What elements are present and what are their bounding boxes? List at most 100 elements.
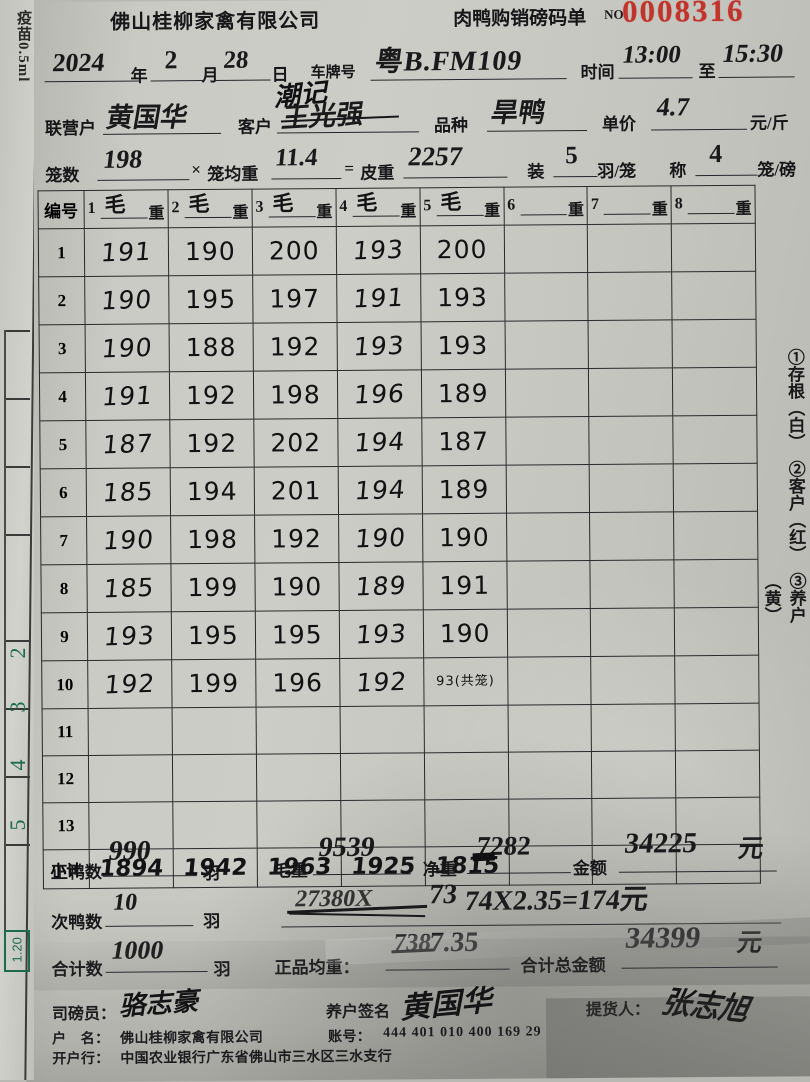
weight-cell[interactable]: 189	[338, 561, 423, 611]
weight-cell[interactable]	[505, 464, 590, 514]
weight-cell[interactable]	[588, 367, 673, 417]
weight-cell[interactable]: 187	[421, 417, 506, 466]
weight-cell[interactable]	[674, 559, 759, 608]
weight-cell[interactable]: 199	[170, 563, 256, 612]
weight-cell[interactable]: 189	[421, 465, 507, 514]
weight-cell[interactable]	[424, 752, 509, 800]
weight-cell[interactable]	[507, 704, 592, 753]
weight-cell[interactable]: 193	[336, 225, 421, 275]
weight-cell[interactable]: 190	[422, 609, 508, 658]
weight-cell[interactable]: 193	[420, 273, 505, 322]
weight-cell[interactable]	[339, 705, 425, 754]
weight-cell[interactable]	[587, 223, 672, 273]
weight-cell[interactable]	[588, 271, 673, 321]
weight-cell[interactable]	[591, 703, 676, 752]
weight-cell[interactable]: 194	[170, 467, 255, 516]
weight-cell[interactable]: 194	[337, 417, 422, 467]
weight-cell[interactable]	[673, 463, 758, 512]
weight-cell[interactable]	[589, 415, 674, 465]
weight-cell[interactable]: 196	[337, 369, 422, 419]
weight-cell[interactable]: 193	[420, 321, 506, 370]
weight-cell[interactable]: 191	[85, 371, 170, 421]
weight-cell[interactable]	[672, 367, 757, 416]
weight-cell[interactable]: 190	[86, 515, 171, 565]
weight-cell[interactable]	[505, 368, 590, 418]
weight-value	[591, 583, 674, 586]
weight-value	[507, 585, 590, 586]
weight-cell[interactable]	[672, 319, 757, 368]
weight-cell[interactable]: 191	[422, 561, 507, 610]
weight-cell[interactable]: 192	[339, 657, 424, 707]
weight-cell[interactable]	[673, 511, 758, 560]
weight-cell[interactable]: 93(共笼)	[423, 657, 508, 706]
weight-cell[interactable]: 195	[168, 275, 253, 324]
weight-cell[interactable]	[588, 319, 673, 369]
weight-cell[interactable]	[506, 560, 591, 610]
weight-cell[interactable]	[172, 754, 257, 802]
weight-cell[interactable]: 195	[255, 610, 340, 660]
weight-cell[interactable]	[589, 511, 675, 561]
weight-cell[interactable]	[675, 750, 760, 798]
weight-cell[interactable]: 195	[171, 611, 256, 660]
weight-cell[interactable]	[672, 415, 758, 464]
weight-cell[interactable]: 198	[253, 370, 338, 420]
weight-cell[interactable]: 190	[168, 227, 253, 276]
weight-cell[interactable]	[674, 607, 759, 656]
weight-cell[interactable]	[504, 320, 589, 370]
weight-cell[interactable]: 200	[419, 225, 505, 274]
weight-cell[interactable]: 193	[87, 611, 172, 661]
weight-cell[interactable]: 198	[170, 515, 255, 564]
weight-cell[interactable]: 191	[84, 227, 169, 277]
weight-cell[interactable]: 192	[169, 419, 254, 468]
weight-cell[interactable]: 192	[169, 371, 254, 420]
weight-cell[interactable]: 190	[338, 513, 423, 563]
table-row: 11	[42, 703, 760, 756]
weight-cell[interactable]	[674, 655, 760, 704]
weight-cell[interactable]: 200	[252, 226, 337, 276]
weight-cell[interactable]: 189	[421, 369, 506, 418]
weight-value: 190	[271, 572, 323, 602]
weight-cell[interactable]: 193	[339, 609, 424, 659]
weight-cell[interactable]: 192	[87, 659, 172, 709]
weight-cell[interactable]: 190	[84, 323, 170, 373]
weight-cell[interactable]	[504, 272, 589, 322]
weight-cell[interactable]	[671, 223, 756, 272]
weight-cell[interactable]	[590, 559, 675, 609]
weight-cell[interactable]	[171, 707, 257, 755]
weight-cell[interactable]	[340, 752, 425, 801]
weight-cell[interactable]: 192	[254, 514, 339, 564]
weight-cell[interactable]	[506, 512, 591, 562]
weight-cell[interactable]: 202	[253, 418, 338, 468]
weight-cell[interactable]: 194	[337, 465, 423, 515]
weight-cell[interactable]	[505, 416, 590, 466]
weight-cell[interactable]: 188	[168, 323, 254, 372]
weight-cell[interactable]	[88, 754, 173, 803]
weight-cell[interactable]	[671, 271, 757, 320]
weight-cell[interactable]: 191	[336, 273, 421, 323]
weight-cell[interactable]: 190	[254, 562, 340, 612]
weight-cell[interactable]	[506, 608, 592, 658]
weight-cell[interactable]	[87, 707, 173, 756]
weight-cell[interactable]: 197	[252, 274, 337, 324]
weight-cell[interactable]	[591, 655, 676, 705]
weight-cell[interactable]: 199	[171, 659, 256, 708]
weight-cell[interactable]	[256, 753, 341, 802]
weight-cell[interactable]: 190	[84, 275, 169, 325]
weight-cell[interactable]: 185	[86, 563, 172, 613]
weight-cell[interactable]	[589, 463, 674, 513]
weight-cell[interactable]	[423, 705, 509, 753]
weight-cell[interactable]: 193	[336, 321, 422, 371]
weight-cell[interactable]: 192	[252, 322, 338, 372]
weight-cell[interactable]	[508, 751, 593, 800]
weight-cell[interactable]	[590, 607, 675, 657]
weight-cell[interactable]	[255, 706, 341, 755]
weight-cell[interactable]: 190	[422, 513, 507, 562]
weight-cell[interactable]	[507, 656, 592, 706]
weight-cell[interactable]	[503, 224, 589, 274]
weight-cell[interactable]: 185	[86, 467, 171, 517]
weight-cell[interactable]	[675, 703, 760, 751]
weight-cell[interactable]: 196	[255, 658, 340, 708]
weight-cell[interactable]: 187	[85, 419, 171, 469]
weight-cell[interactable]: 201	[253, 466, 339, 516]
weight-cell[interactable]	[591, 750, 676, 799]
